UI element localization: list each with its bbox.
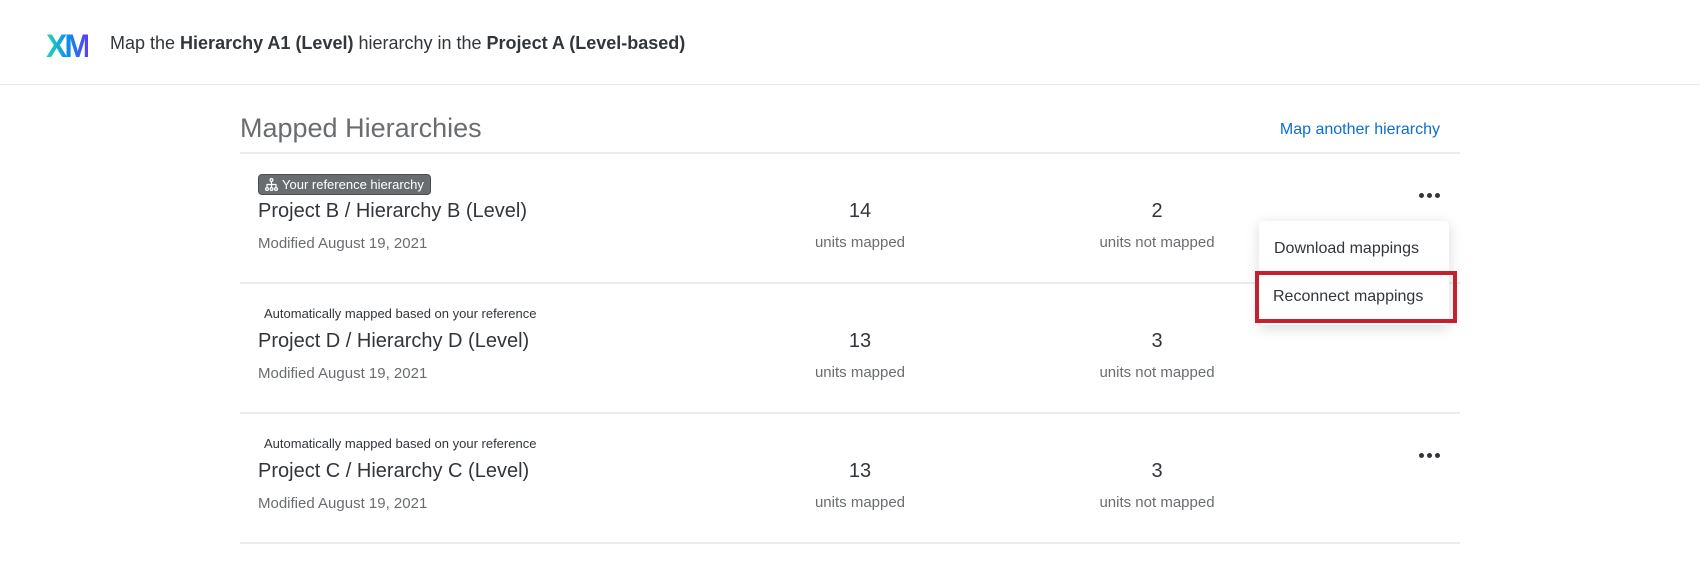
divider xyxy=(240,282,1460,284)
modified-date: Modified August 19, 2021 xyxy=(258,235,428,252)
heading-hierarchy: Hierarchy A1 (Level) xyxy=(180,33,354,53)
units-mapped-stat: 13 units mapped xyxy=(760,304,960,381)
badge-label: Your reference hierarchy xyxy=(282,177,424,192)
modified-date: Modified August 19, 2021 xyxy=(258,365,428,382)
heading-text: hierarchy in the xyxy=(353,33,487,53)
section-title: Mapped Hierarchies xyxy=(240,113,482,143)
divider xyxy=(240,152,1460,154)
units-not-mapped-count: 3 xyxy=(1151,330,1163,352)
top-header: XM Map the Hierarchy A1 (Level) hierarch… xyxy=(0,0,1700,85)
more-options-icon[interactable] xyxy=(1415,446,1443,464)
units-mapped-count: 14 xyxy=(848,200,872,222)
more-options-icon[interactable] xyxy=(1415,186,1443,204)
hierarchy-title: Project C / Hierarchy C (Level) xyxy=(258,460,530,482)
auto-mapped-note: Automatically mapped based on your refer… xyxy=(264,436,537,451)
heading-text: Map the xyxy=(110,33,181,53)
units-mapped-stat: 13 units mapped xyxy=(760,434,960,511)
units-mapped-count: 13 xyxy=(848,330,872,352)
units-mapped-label: units mapped xyxy=(814,364,906,381)
reconnect-mappings-menu-item[interactable]: Reconnect mappings xyxy=(1255,271,1457,323)
page-heading: Map the Hierarchy A1 (Level) hierarchy i… xyxy=(110,33,685,54)
units-mapped-count: 13 xyxy=(848,460,872,482)
hierarchy-row: Your reference hierarchy Project B / Hie… xyxy=(240,174,1460,304)
units-not-mapped-label: units not mapped xyxy=(1099,364,1215,381)
units-not-mapped-label: units not mapped xyxy=(1099,234,1215,251)
units-mapped-label: units mapped xyxy=(814,494,906,511)
units-mapped-label: units mapped xyxy=(814,234,906,251)
auto-mapped-note: Automatically mapped based on your refer… xyxy=(264,306,537,321)
divider xyxy=(240,412,1460,414)
xm-logo[interactable]: XM xyxy=(46,28,91,64)
units-mapped-stat: 14 units mapped xyxy=(760,174,960,251)
units-not-mapped-label: units not mapped xyxy=(1099,494,1215,511)
hierarchy-row: Automatically mapped based on your refer… xyxy=(240,434,1460,564)
units-not-mapped-stat: 2 units not mapped xyxy=(1057,174,1257,251)
units-not-mapped-count: 3 xyxy=(1151,460,1163,482)
units-not-mapped-count: 2 xyxy=(1151,200,1163,222)
hierarchy-title: Project B / Hierarchy B (Level) xyxy=(258,200,527,222)
hierarchy-title: Project D / Hierarchy D (Level) xyxy=(258,330,530,352)
hierarchy-row: Automatically mapped based on your refer… xyxy=(240,304,1460,434)
map-another-hierarchy-link[interactable]: Map another hierarchy xyxy=(1279,121,1440,138)
reference-badge: Your reference hierarchy xyxy=(258,174,431,195)
hierarchy-icon xyxy=(265,178,278,191)
download-mappings-menu-item[interactable]: Download mappings xyxy=(1274,240,1419,257)
divider xyxy=(240,542,1460,544)
row-options-menu: Download mappings Reconnect mappings xyxy=(1255,221,1457,325)
units-not-mapped-stat: 3 units not mapped xyxy=(1057,434,1257,511)
heading-project: Project A (Level-based) xyxy=(486,33,686,53)
units-not-mapped-stat: 3 units not mapped xyxy=(1057,304,1257,381)
modified-date: Modified August 19, 2021 xyxy=(258,495,428,512)
